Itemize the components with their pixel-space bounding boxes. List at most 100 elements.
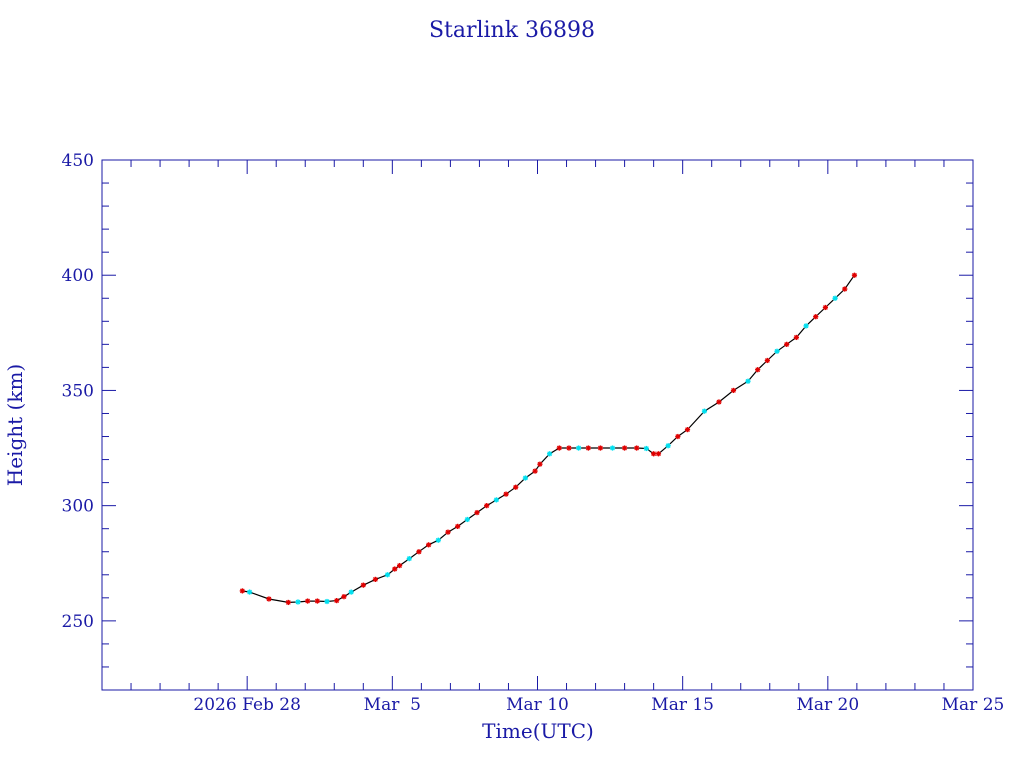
data-point-stroke xyxy=(334,598,340,603)
data-point xyxy=(609,445,616,451)
y-tick-label: 400 xyxy=(62,266,94,286)
data-point-stroke xyxy=(373,577,378,582)
data-point-stroke xyxy=(634,445,640,451)
data-point xyxy=(585,445,591,451)
data-point-stroke xyxy=(385,572,390,578)
chart-title: Starlink 36898 xyxy=(429,18,595,43)
data-point xyxy=(334,597,340,604)
data-point xyxy=(384,572,391,578)
x-axis: 2026 Feb 28 Mar 5 Mar 10 Mar 15 Mar 20 Mar 25 xyxy=(101,160,1005,715)
data-point-stroke xyxy=(239,588,245,594)
data-point xyxy=(556,445,562,451)
data-point-stroke xyxy=(314,598,320,604)
data-point-stroke xyxy=(426,542,431,548)
data-point-stroke xyxy=(523,475,528,481)
data-point xyxy=(576,445,582,451)
data-point xyxy=(455,523,461,529)
data-point-stroke xyxy=(348,589,354,595)
data-point-stroke xyxy=(764,358,770,363)
data-point-stroke xyxy=(464,517,470,522)
data-point-stroke xyxy=(397,563,402,568)
data-point xyxy=(522,475,529,481)
y-tick-label: 450 xyxy=(62,151,94,171)
data-point-stroke xyxy=(537,461,543,467)
data-point-stroke xyxy=(745,378,751,384)
x-tick-label: Mar 20 xyxy=(796,695,859,715)
x-tick-label: Mar 10 xyxy=(506,695,569,715)
data-point-stroke xyxy=(547,451,552,457)
data-point xyxy=(341,594,347,600)
data-point xyxy=(445,529,451,535)
data-point xyxy=(416,549,422,555)
data-point xyxy=(822,304,829,311)
data-point xyxy=(784,341,790,347)
y-tick-label: 350 xyxy=(62,381,94,401)
data-point-stroke xyxy=(610,445,615,451)
data-point xyxy=(764,357,770,364)
data-point xyxy=(396,562,403,569)
data-point xyxy=(716,399,722,405)
data-point-stroke xyxy=(622,445,627,451)
data-point-stroke xyxy=(784,341,790,347)
data-point-stroke xyxy=(513,484,519,490)
x-tick-label: Mar 5 xyxy=(364,695,421,715)
data-point xyxy=(348,589,354,595)
data-point-stroke xyxy=(598,445,603,451)
data-point-stroke xyxy=(774,348,780,354)
data-point-stroke xyxy=(585,445,591,451)
data-point-stroke xyxy=(566,445,572,451)
y-tick-label: 300 xyxy=(62,497,94,517)
data-point-stroke xyxy=(247,589,252,595)
data-point-stroke xyxy=(556,445,562,451)
data-point xyxy=(755,367,761,373)
data-point-stroke xyxy=(644,446,649,451)
data-point xyxy=(435,537,441,543)
data-point-stroke xyxy=(576,445,582,451)
y-axis-label: Height (km) xyxy=(3,364,27,486)
plot-frame xyxy=(101,159,974,691)
data-point xyxy=(360,582,366,588)
data-point xyxy=(701,408,708,414)
data-point xyxy=(392,566,398,572)
data-point-stroke xyxy=(685,427,690,432)
data-point-stroke xyxy=(794,335,799,340)
data-point-stroke xyxy=(503,491,509,497)
x-tick-label: 2026 Feb 28 xyxy=(193,695,301,715)
data-point xyxy=(537,461,543,467)
data-point-stroke xyxy=(445,529,451,535)
data-point xyxy=(239,588,245,594)
data-point xyxy=(246,589,253,595)
data-point-stroke xyxy=(852,272,857,278)
data-point-stroke xyxy=(803,323,809,329)
data-point-stroke xyxy=(755,367,761,373)
data-point xyxy=(622,445,628,451)
data-point xyxy=(484,503,490,509)
data-point xyxy=(464,516,470,523)
data-point-stroke xyxy=(341,594,347,600)
data-point-stroke xyxy=(813,314,819,320)
data-point xyxy=(566,445,572,451)
data-point xyxy=(597,445,604,451)
data-point xyxy=(406,556,412,562)
data-point xyxy=(813,314,819,320)
data-point-stroke xyxy=(675,434,681,439)
data-point xyxy=(372,576,378,582)
data-point-stroke xyxy=(656,451,661,457)
data-point-stroke xyxy=(493,497,499,503)
x-tick-label: Mar 25 xyxy=(942,695,1005,715)
data-point xyxy=(684,427,691,433)
data-point xyxy=(643,445,649,452)
data-point xyxy=(655,451,662,457)
data-point-stroke xyxy=(532,468,538,474)
data-point-stroke xyxy=(832,295,838,301)
data-point xyxy=(295,599,301,605)
data-point xyxy=(842,286,848,292)
data-point xyxy=(793,334,799,341)
series-line xyxy=(242,274,855,604)
data-point-stroke xyxy=(416,549,422,555)
data-point xyxy=(665,443,671,449)
data-point xyxy=(503,491,509,497)
data-point-stroke xyxy=(360,582,366,588)
data-point-stroke xyxy=(702,408,707,414)
